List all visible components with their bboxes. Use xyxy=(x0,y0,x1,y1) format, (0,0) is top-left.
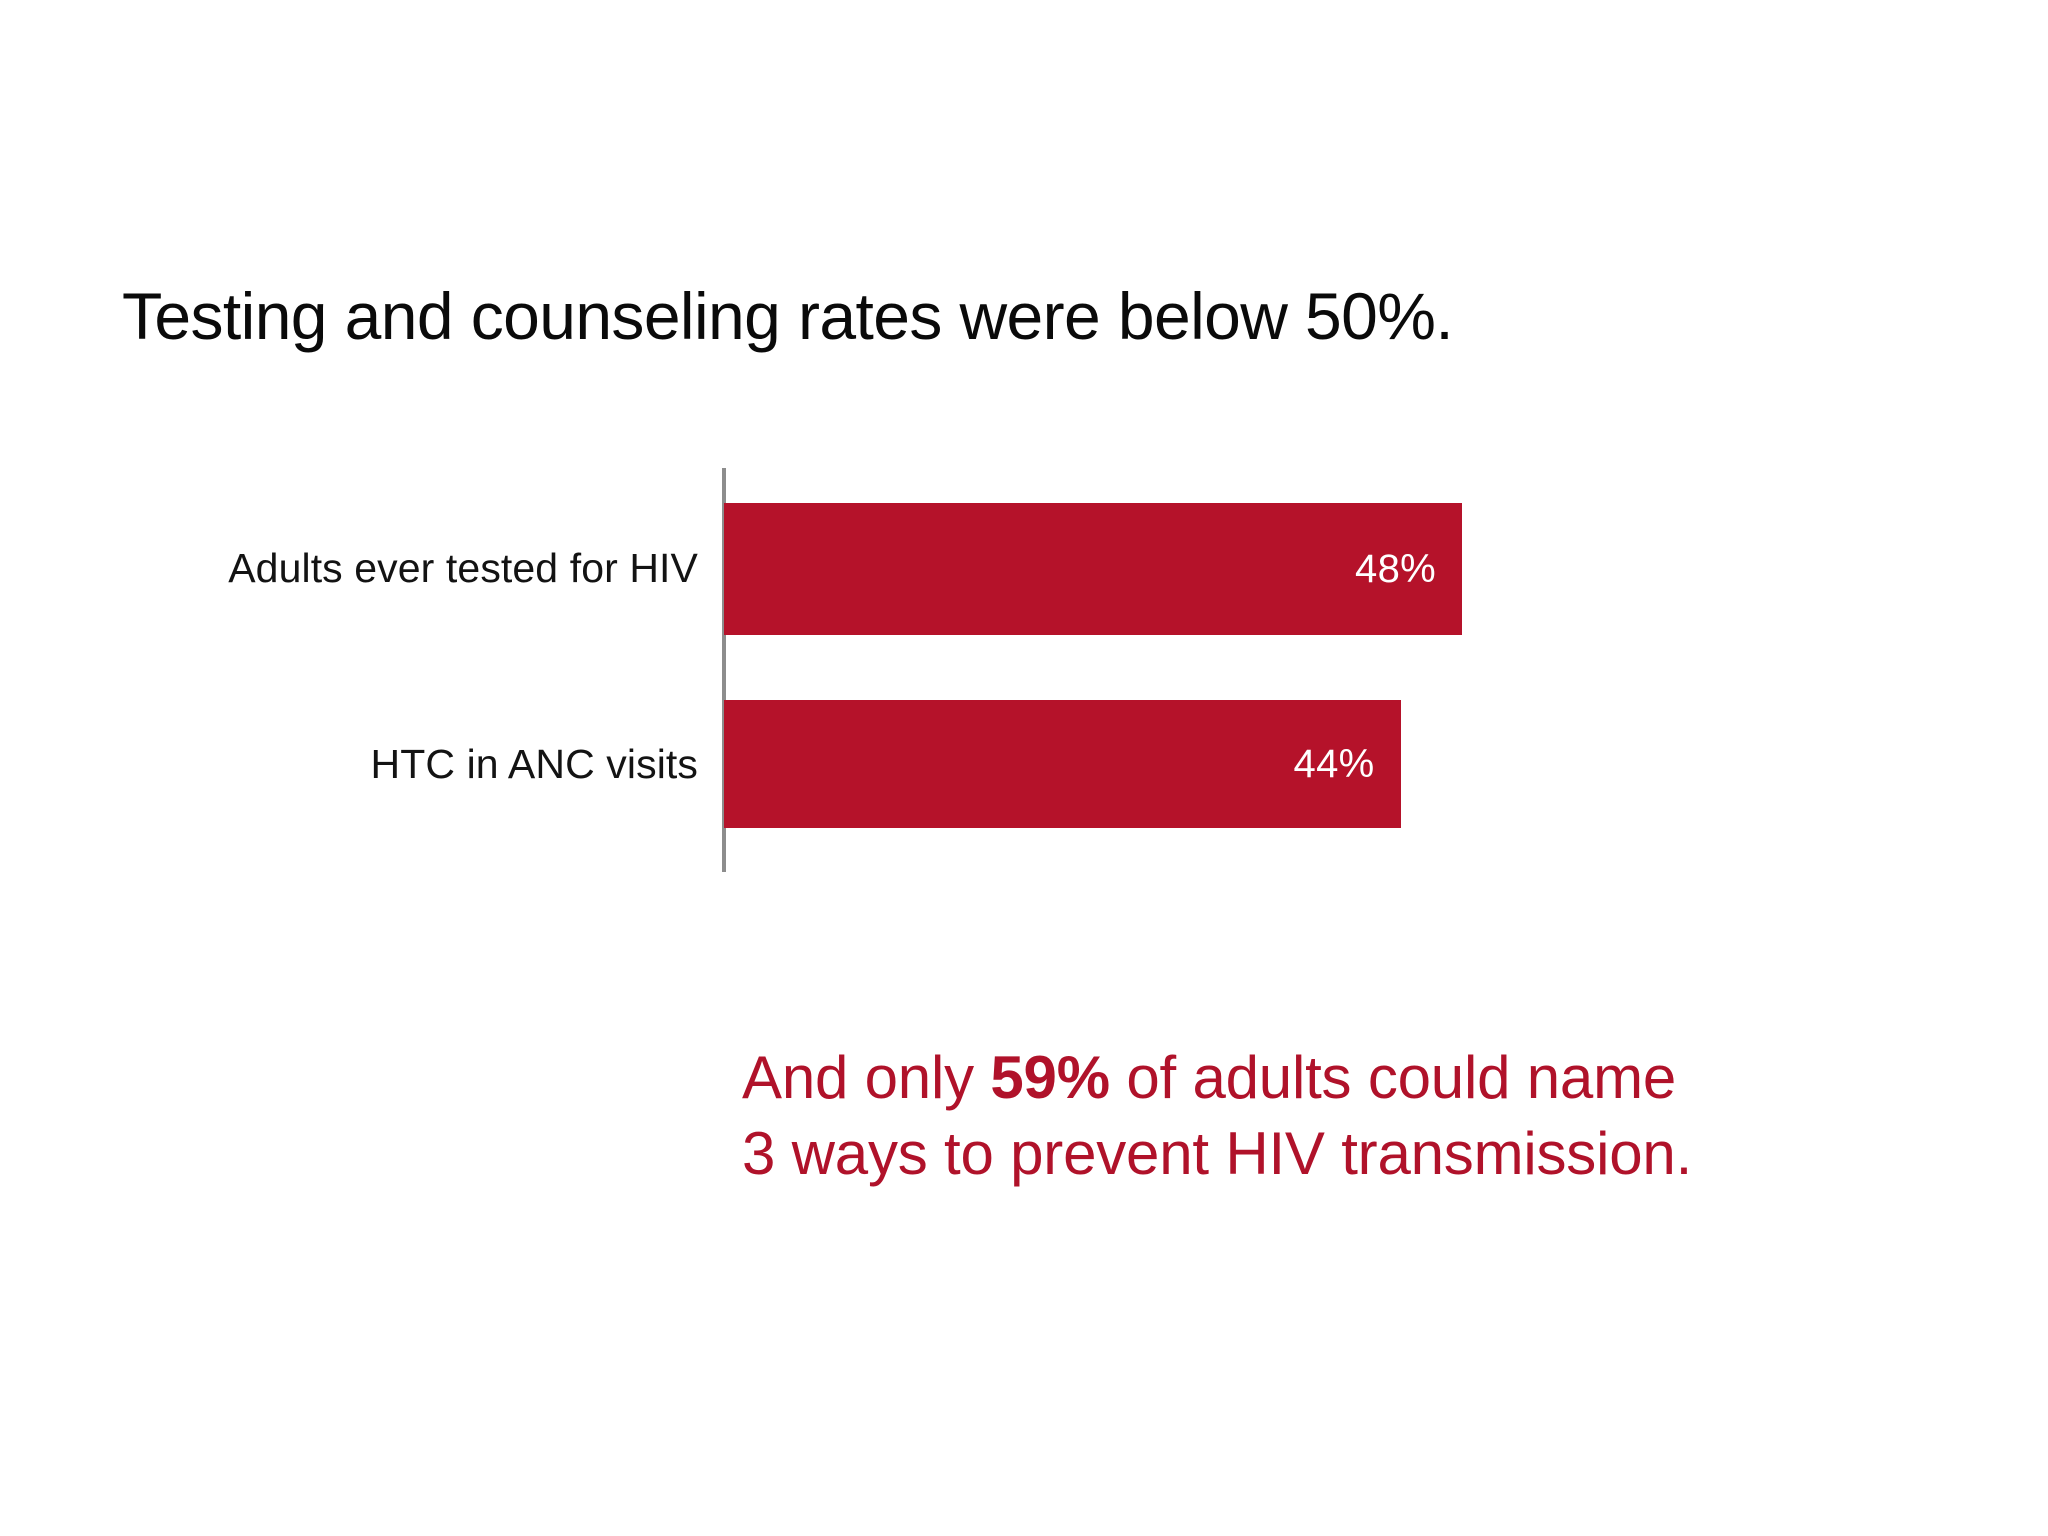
callout-line-2: 3 ways to prevent HIV transmission. xyxy=(742,1119,1693,1187)
chart-category-label: HTC in ANC visits xyxy=(370,741,698,787)
chart-data-label: 48% xyxy=(1355,547,1436,591)
chart-bar: 48% xyxy=(724,503,1462,635)
chart-category-label: Adults ever tested for HIV xyxy=(228,545,698,591)
callout-text: And only 59% of adults could name 3 ways… xyxy=(742,1040,2002,1191)
chart-bar: 44% xyxy=(724,700,1401,828)
callout-line-1-suffix: of adults could name xyxy=(1109,1044,1677,1111)
chart-axis-line xyxy=(722,468,726,872)
page-title: Testing and counseling rates were below … xyxy=(122,279,1454,353)
callout-highlight: 59% xyxy=(990,1044,1110,1111)
callout-line-1: And only 59% of adults could name xyxy=(742,1040,2002,1116)
chart-data-label: 44% xyxy=(1293,742,1375,786)
callout-line-1-prefix: And only xyxy=(742,1044,991,1111)
